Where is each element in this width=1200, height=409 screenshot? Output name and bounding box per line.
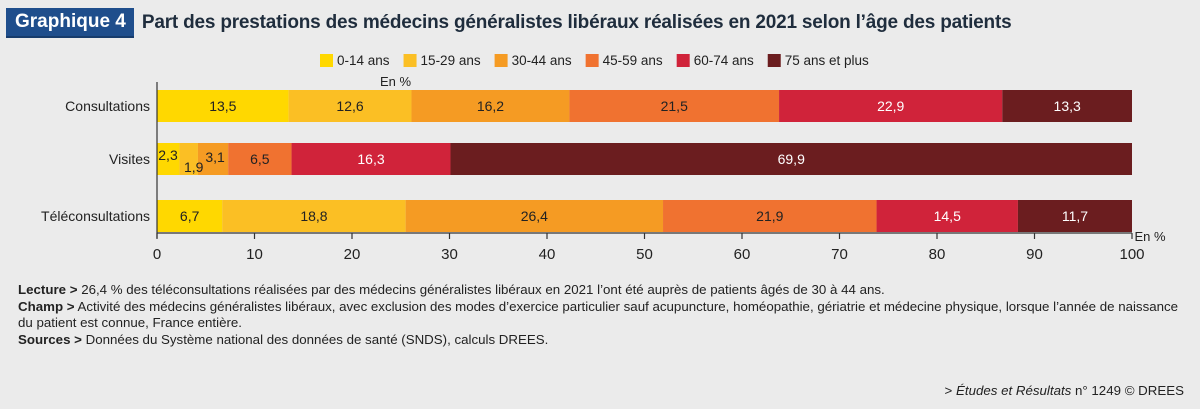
bar-segment-0-3 (569, 90, 780, 122)
x-tick-label-0: 0 (153, 246, 161, 263)
bar-segment-2-4 (876, 200, 1018, 232)
x-tick-label-7: 70 (831, 246, 848, 263)
category-label-1: Visites (109, 151, 150, 167)
data-label-2-1: 18,8 (300, 208, 327, 224)
bar-segment-0-4 (779, 90, 1003, 122)
figure-badge: Graphique 4 (6, 8, 134, 38)
data-label-1-2: 3,1 (205, 149, 225, 165)
data-label-1-3: 6,5 (250, 151, 270, 167)
bar-segment-2-1 (222, 200, 406, 232)
x-tick-label-1: 10 (246, 246, 263, 263)
figure-header: Graphique 4 Part des prestations des méd… (6, 8, 1012, 38)
bar-segment-0-5 (1002, 90, 1132, 122)
x-tick-label-9: 90 (1026, 246, 1043, 263)
legend-swatch-1 (403, 54, 417, 67)
legend-swatch-4 (676, 54, 690, 67)
data-label-2-3: 21,9 (756, 208, 783, 224)
bar-segment-2-3 (663, 200, 877, 232)
legend-label-0: 0-14 ans (337, 53, 390, 68)
category-label-2: Téléconsultations (41, 208, 150, 224)
data-label-1-1: 1,9 (184, 159, 204, 175)
x-tick-label-10: 100 (1119, 246, 1144, 263)
source-reference: > Études et Résultats n° 1249 © DREES (944, 383, 1184, 398)
data-label-1-4: 16,3 (357, 151, 384, 167)
bar-segment-0-0 (157, 90, 289, 122)
data-label-0-2: 16,2 (477, 98, 504, 114)
data-label-0-4: 22,9 (877, 98, 904, 114)
bar-segment-1-3 (228, 143, 292, 175)
note-lecture: Lecture > 26,4 % des téléconsultations r… (18, 282, 885, 297)
x-tick-label-4: 40 (539, 246, 556, 263)
data-label-2-0: 6,7 (180, 208, 200, 224)
note-sources: Sources > Données du Système national de… (18, 331, 549, 347)
bar-segment-2-0 (157, 200, 223, 232)
bar-segment-2-5 (1017, 200, 1132, 232)
chart-notes: Lecture > 26,4 % des téléconsultations r… (18, 282, 1188, 348)
legend-swatch-3 (585, 54, 599, 67)
chart-title: Part des prestations des médecins généra… (141, 12, 1012, 33)
bar-segment-0-1 (288, 90, 412, 122)
bar-segment-0-2 (411, 90, 570, 122)
bar-segment-1-0 (157, 143, 180, 175)
legend-swatch-5 (767, 54, 781, 67)
x-tick-label-3: 30 (441, 246, 458, 263)
legend-label-1: 15-29 ans (421, 53, 481, 68)
legend-label-5: 75 ans et plus (785, 53, 869, 68)
category-label-0: Consultations (65, 98, 150, 114)
unit-label-axis: En % (1134, 229, 1166, 244)
x-tick-label-2: 20 (344, 246, 361, 263)
bar-segment-2-2 (405, 200, 664, 232)
data-label-2-2: 26,4 (521, 208, 548, 224)
data-label-2-4: 14,5 (934, 208, 961, 224)
data-label-0-1: 12,6 (336, 98, 363, 114)
x-tick-label-6: 60 (734, 246, 751, 263)
legend-swatch-2 (494, 54, 508, 67)
legend-label-2: 30-44 ans (512, 53, 572, 68)
x-tick-label-8: 80 (929, 246, 946, 263)
bar-segment-1-2 (197, 143, 229, 175)
x-tick-label-5: 50 (636, 246, 653, 263)
data-label-1-0: 2,3 (158, 147, 178, 163)
legend-label-3: 45-59 ans (603, 53, 663, 68)
bar-segment-1-5 (450, 143, 1133, 175)
legend-swatch-0 (320, 54, 333, 67)
note-champ: Champ > Activité des médecins généralist… (18, 298, 1179, 331)
data-label-0-3: 21,5 (661, 98, 688, 114)
data-label-0-5: 13,3 (1054, 98, 1081, 114)
unit-label-top: En % (380, 74, 412, 89)
data-label-2-5: 11,7 (1062, 208, 1088, 224)
legend-label-4: 60-74 ans (694, 53, 754, 68)
bar-segment-1-1 (179, 143, 198, 175)
data-label-0-0: 13,5 (209, 98, 236, 114)
data-label-1-5: 69,9 (778, 151, 805, 167)
bar-segment-1-4 (291, 143, 451, 175)
stacked-bar-chart: 0-14 ans 15-29 ans 30-44 ans 45-59 ans 60-74… (41, 53, 1166, 263)
